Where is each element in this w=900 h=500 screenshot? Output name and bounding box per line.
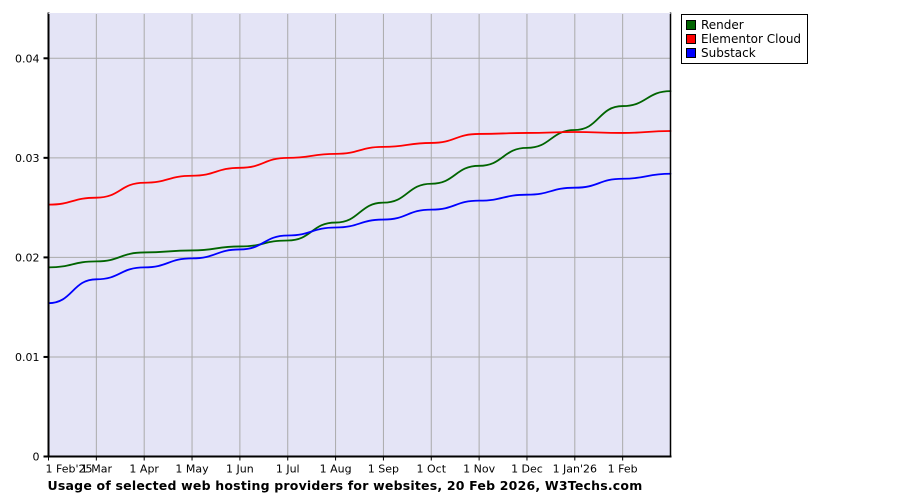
y-tick-label: 0.04 bbox=[15, 52, 40, 65]
x-tick-label: 1 Feb bbox=[608, 463, 638, 476]
legend-color-swatch bbox=[686, 34, 696, 44]
legend-item-label: Render bbox=[701, 18, 744, 32]
series-line bbox=[47, 90, 672, 269]
plot-background bbox=[48, 13, 671, 457]
x-tick-label: 1 Sep bbox=[368, 463, 399, 476]
x-tick-label: 1 Mar bbox=[81, 463, 113, 476]
y-tick-label: 0.01 bbox=[15, 351, 40, 364]
legend-item: Substack bbox=[686, 46, 801, 60]
series-line bbox=[47, 172, 672, 305]
x-tick-label: 1 Aug bbox=[320, 463, 352, 476]
y-tick-label: 0 bbox=[33, 451, 40, 464]
x-tick-label: 1 Feb'25 bbox=[46, 463, 93, 476]
y-tick-label: 0.03 bbox=[15, 152, 40, 165]
x-tick-label: 1 Apr bbox=[129, 463, 159, 476]
legend-item-label: Substack bbox=[701, 46, 756, 60]
legend-item: Render bbox=[686, 18, 801, 32]
series-line bbox=[47, 130, 672, 206]
x-tick-label: 1 Jan'26 bbox=[553, 463, 597, 476]
x-tick-label: 1 Jun bbox=[226, 463, 254, 476]
legend-item-label: Elementor Cloud bbox=[701, 32, 802, 46]
x-tick-label: 1 May bbox=[175, 463, 209, 476]
chart-legend: Render Elementor Cloud Substack bbox=[681, 14, 809, 64]
x-tick-label: 1 Jul bbox=[276, 463, 300, 476]
x-tick-label: 1 Nov bbox=[463, 463, 495, 476]
y-tick-label: 0.02 bbox=[15, 251, 40, 264]
legend-color-swatch bbox=[686, 20, 696, 30]
legend-color-swatch bbox=[686, 48, 696, 58]
x-tick-label: 1 Dec bbox=[511, 463, 543, 476]
legend-item: Elementor Cloud bbox=[686, 32, 801, 46]
chart-caption: Usage of selected web hosting providers … bbox=[47, 478, 643, 493]
x-tick-label: 1 Oct bbox=[417, 463, 447, 476]
